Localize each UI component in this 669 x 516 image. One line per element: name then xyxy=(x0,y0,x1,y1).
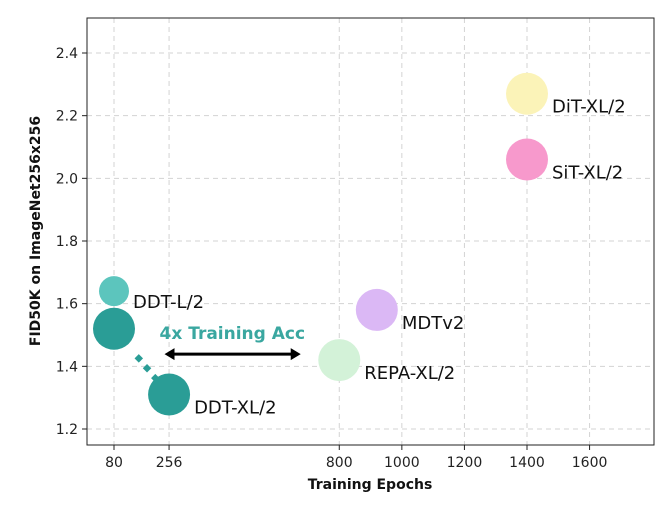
data-point xyxy=(93,307,135,350)
point-label: SiT-XL/2 xyxy=(552,163,623,184)
data-point xyxy=(99,276,129,307)
y-axis-label: FID50K on ImageNet256x256 xyxy=(28,116,44,346)
data-point xyxy=(506,72,548,115)
point-label: DDT-XL/2 xyxy=(194,398,277,419)
annotation-arrow-group: 4x Training Acc xyxy=(160,324,306,361)
trend-dot xyxy=(134,354,144,363)
y-tick-label: 1.8 xyxy=(56,234,78,250)
annotation-arrowhead-left xyxy=(164,348,175,361)
trend-dot xyxy=(142,363,152,373)
point-label: REPA-XL/2 xyxy=(364,363,455,384)
point-label: DDT-L/2 xyxy=(133,292,204,313)
x-tick-label: 1600 xyxy=(572,455,608,471)
point-label: DiT-XL/2 xyxy=(552,97,626,118)
ticks-layer: 80 256 800 1000 1200 1400 1600 1.2 1.4 1.6 1.8 2.0 2… xyxy=(56,46,608,471)
point-label: MDTv2 xyxy=(402,313,465,334)
y-tick-label: 1.6 xyxy=(56,297,78,313)
annotation-label: 4x Training Acc xyxy=(160,324,306,344)
y-tick-label: 1.4 xyxy=(56,359,78,375)
points-layer: DDT-L/2 DDT-XL/2 REPA-XL/2 MDTv2 DiT-XL/2 SiT… xyxy=(93,72,626,419)
x-tick-label: 256 xyxy=(156,455,183,471)
x-axis-label: Training Epochs xyxy=(308,477,433,493)
x-tick-label: 1000 xyxy=(384,455,420,471)
trend-dots xyxy=(134,354,160,383)
plot-frame xyxy=(86,17,655,446)
data-point xyxy=(506,138,548,181)
annotation-arrowhead-right xyxy=(290,348,301,361)
data-point xyxy=(148,373,191,416)
y-tick-label: 2.0 xyxy=(56,171,78,187)
x-tick-label: 1400 xyxy=(509,455,545,471)
data-point xyxy=(318,339,361,382)
x-tick-label: 1200 xyxy=(447,455,483,471)
y-tick-label: 2.2 xyxy=(56,109,78,125)
y-tick-label: 2.4 xyxy=(56,46,78,62)
data-point xyxy=(355,288,398,331)
y-tick-label: 1.2 xyxy=(56,422,78,438)
x-tick-label: 800 xyxy=(326,455,353,471)
x-tick-label: 80 xyxy=(105,455,123,471)
